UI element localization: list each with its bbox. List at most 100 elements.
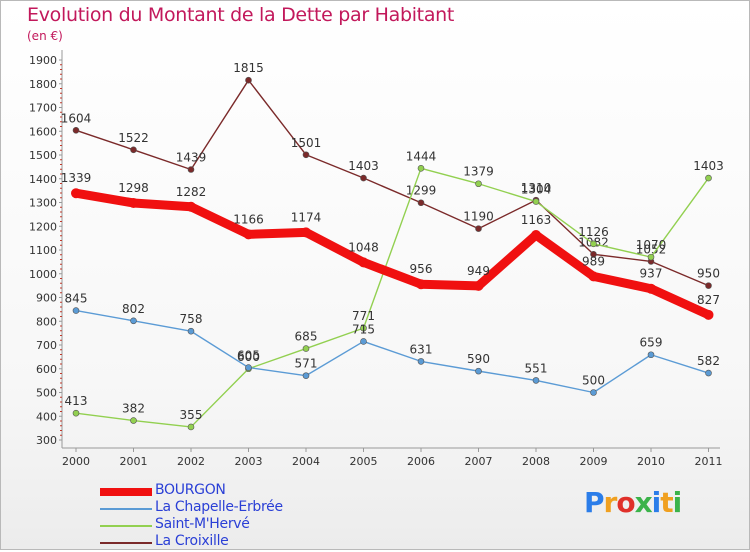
data-point	[358, 257, 369, 268]
data-label: 1403	[693, 159, 724, 173]
data-label: 1522	[118, 131, 149, 145]
x-tick-label: 2005	[350, 455, 378, 468]
x-tick-label: 2003	[235, 455, 263, 468]
data-label: 1126	[578, 225, 609, 239]
y-tick-label: 1100	[29, 244, 57, 257]
data-label: 571	[295, 357, 318, 371]
data-label: 1379	[463, 165, 494, 179]
data-point	[705, 369, 712, 377]
x-tick-label: 2004	[292, 455, 320, 468]
data-label: 989	[582, 254, 605, 268]
y-tick-label: 400	[36, 410, 57, 423]
data-point	[302, 151, 310, 159]
proxiti-logo: Proxiti	[584, 486, 683, 519]
data-point	[360, 338, 367, 345]
logo-letter: i	[651, 486, 662, 519]
logo-letter: o	[616, 486, 635, 519]
y-tick-label: 1900	[29, 54, 57, 67]
data-label: 1299	[406, 184, 437, 198]
x-tick-label: 2008	[522, 455, 550, 468]
data-point	[417, 199, 425, 207]
data-label: 1439	[176, 150, 207, 164]
y-tick-label: 1700	[29, 102, 57, 115]
series-line-0	[71, 188, 713, 320]
data-point	[187, 327, 195, 335]
data-point	[72, 409, 80, 417]
data-point	[647, 351, 655, 359]
data-label: 1166	[233, 212, 264, 226]
data-point	[531, 230, 541, 241]
data-label: 1282	[176, 185, 207, 199]
data-point	[646, 283, 656, 294]
data-label: 1304	[521, 183, 552, 197]
data-label: 382	[122, 402, 145, 416]
data-label: 413	[65, 394, 88, 408]
data-point	[302, 345, 310, 352]
data-point	[302, 372, 310, 379]
data-point	[186, 201, 196, 212]
data-point	[416, 279, 426, 290]
y-tick-label: 600	[36, 363, 57, 376]
data-label: 950	[697, 267, 720, 281]
data-label: 551	[525, 361, 548, 375]
series-line-3	[75, 79, 710, 287]
legend-label: La Chapelle-Erbrée	[155, 499, 283, 515]
logo-letter: i	[672, 486, 683, 519]
data-label: 845	[65, 292, 88, 306]
x-tick-label: 2000	[62, 455, 90, 468]
logo-letter: P	[584, 486, 605, 519]
y-tick-label: 1300	[29, 197, 57, 210]
data-label: 1604	[61, 111, 92, 125]
data-label: 771	[352, 309, 375, 323]
x-tick-label: 2009	[580, 455, 608, 468]
data-point	[72, 307, 80, 314]
data-label: 1815	[233, 61, 264, 75]
data-point	[417, 358, 425, 365]
data-label: 956	[410, 262, 433, 276]
legend-swatch	[100, 508, 152, 510]
data-label: 758	[180, 312, 203, 326]
data-label: 827	[697, 293, 720, 307]
y-tick-label: 1800	[29, 78, 57, 91]
data-label: 355	[180, 408, 203, 422]
data-label: 949	[467, 264, 490, 278]
data-point	[130, 146, 137, 154]
data-point	[705, 174, 712, 182]
data-point	[360, 174, 367, 182]
logo-letter: t	[660, 486, 673, 519]
x-tick-label: 2006	[407, 455, 435, 468]
data-point	[475, 367, 482, 375]
y-tick-label: 1200	[29, 220, 57, 233]
data-label: 605	[237, 349, 260, 363]
data-label: 1501	[291, 136, 322, 150]
data-point	[588, 271, 599, 282]
data-point	[590, 250, 597, 258]
data-label: 937	[640, 267, 663, 281]
data-point	[245, 364, 252, 371]
data-point	[473, 280, 484, 291]
y-tick-label: 1000	[29, 268, 57, 281]
y-tick-label: 700	[36, 339, 57, 352]
data-label: 1048	[348, 240, 379, 254]
x-tick-label: 2011	[695, 455, 723, 468]
data-label: 1403	[348, 159, 379, 173]
legend-swatch	[100, 525, 152, 527]
data-label: 590	[467, 352, 490, 366]
y-tick-label: 1400	[29, 173, 57, 186]
data-point	[130, 317, 137, 325]
data-label: 600	[237, 350, 260, 364]
logo-letter: r	[603, 486, 618, 519]
data-label: 659	[640, 336, 663, 350]
data-label: 1310	[521, 181, 552, 195]
data-point	[532, 377, 540, 384]
data-label: 500	[582, 374, 605, 388]
y-tick-label: 900	[36, 292, 57, 305]
data-label: 1070	[636, 238, 667, 252]
legend-label: La Croixille	[155, 533, 229, 549]
data-label: 1174	[291, 210, 322, 224]
data-point	[71, 188, 81, 199]
data-point	[475, 180, 482, 188]
data-point	[128, 197, 139, 208]
legend-label: BOURGON	[155, 482, 226, 498]
